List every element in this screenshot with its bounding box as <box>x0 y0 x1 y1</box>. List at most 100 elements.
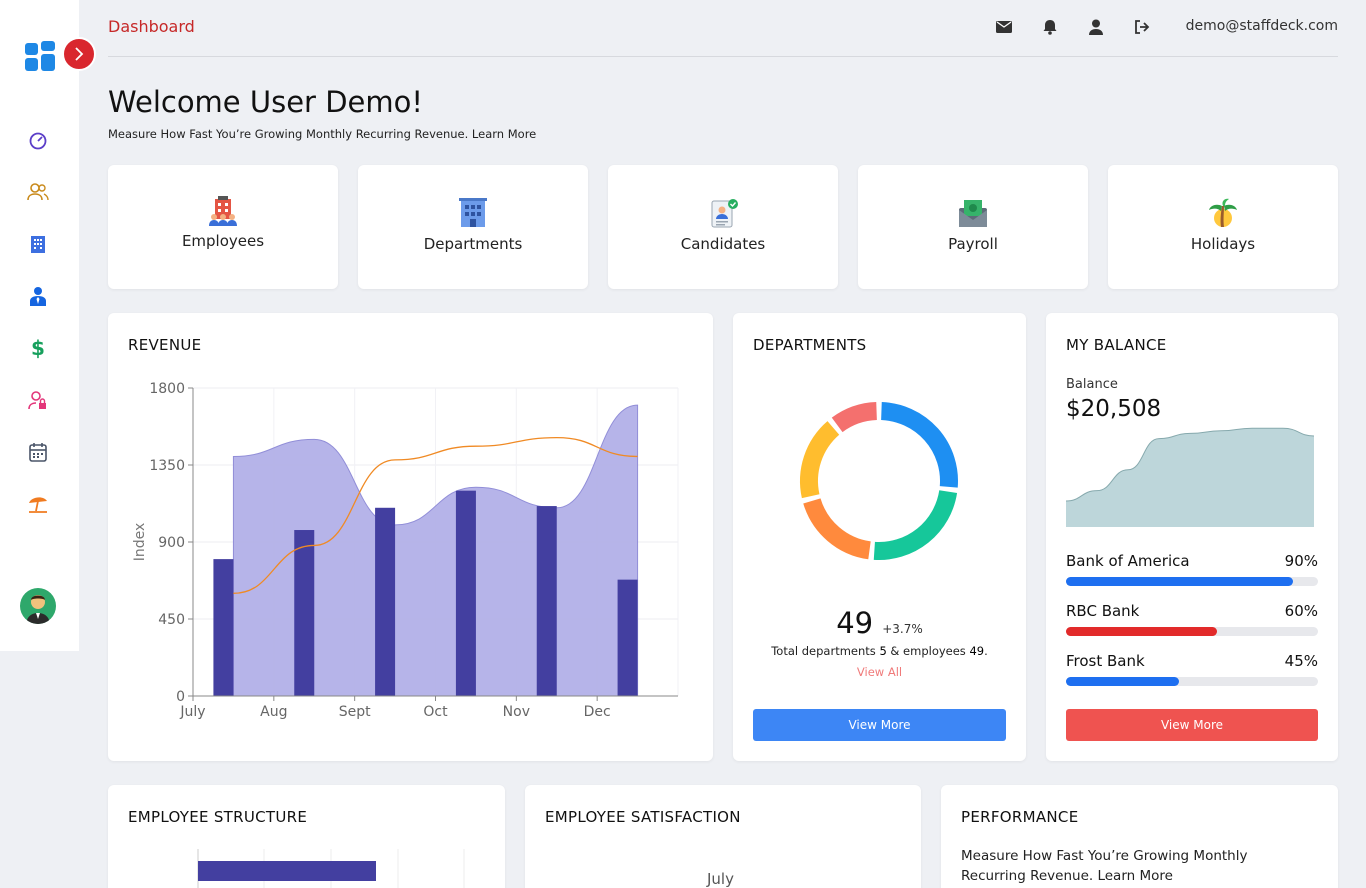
revenue-bar <box>213 559 234 696</box>
x-tick-label: July <box>179 704 205 720</box>
y-tick-label: 0 <box>176 689 185 705</box>
balance-area <box>1066 428 1314 527</box>
svg-text:$: $ <box>31 337 45 359</box>
dashboard-icon[interactable] <box>27 129 49 151</box>
satisfaction-month-label: July <box>707 870 734 888</box>
payroll-icon <box>958 198 988 228</box>
logo-icon[interactable] <box>25 41 55 71</box>
donut-slice <box>880 402 958 488</box>
card-title: DEPARTMENTS <box>753 336 867 354</box>
breadcrumb[interactable]: Dashboard <box>108 17 195 36</box>
balance-line <box>1065 427 1315 502</box>
card-title: PERFORMANCE <box>961 808 1079 826</box>
revenue-bar <box>617 579 638 696</box>
tile-label: Employees <box>181 232 265 250</box>
departments-card: DEPARTMENTS 49 +3.7% Total departments 5… <box>733 313 1026 761</box>
tile-departments[interactable]: Departments <box>358 165 588 289</box>
card-title: MY BALANCE <box>1066 336 1167 354</box>
tile-label: Payroll <box>948 235 998 253</box>
users-icon[interactable] <box>27 181 49 203</box>
revenue-bar <box>294 530 315 696</box>
departments-donut-chart <box>800 402 958 560</box>
balance-label: Balance <box>1066 377 1118 392</box>
card-title: EMPLOYEE SATISFACTION <box>545 808 741 826</box>
performance-card: PERFORMANCE Measure How Fast You’re Grow… <box>941 785 1338 888</box>
view-all-link[interactable]: View All <box>856 665 903 679</box>
donut-slice <box>803 498 872 560</box>
desc-text: . <box>984 644 988 658</box>
change-value: +3.7% <box>882 622 923 636</box>
bank-percent: 60% <box>1284 602 1318 620</box>
card-title: EMPLOYEE STRUCTURE <box>128 808 308 826</box>
welcome-subtitle: Measure How Fast You’re Growing Monthly … <box>108 127 537 141</box>
x-tick-label: Nov <box>503 704 530 720</box>
x-tick-label: Aug <box>260 704 287 720</box>
revenue-bar <box>455 490 476 696</box>
user-icon[interactable] <box>1087 18 1105 36</box>
y-tick-label: 450 <box>158 612 185 628</box>
structure-bar-chart <box>197 849 465 888</box>
desc-text: & employees <box>886 644 970 658</box>
sidebar-toggle-button[interactable] <box>62 37 96 71</box>
progress-track <box>1066 627 1318 636</box>
tile-label: Candidates <box>680 235 766 253</box>
y-tick-label: 1350 <box>149 458 185 474</box>
logout-icon[interactable] <box>1133 18 1151 36</box>
sidebar: $ <box>0 0 79 651</box>
tile-payroll[interactable]: Payroll <box>858 165 1088 289</box>
view-more-button[interactable]: View More <box>753 709 1006 741</box>
structure-bar <box>198 861 376 881</box>
balance-amount: $20,508 <box>1066 396 1162 422</box>
desc-text: Total departments <box>771 644 880 658</box>
donut-slice <box>800 421 840 499</box>
bell-icon[interactable] <box>1041 18 1059 36</box>
holidays-icon <box>1207 198 1237 228</box>
calendar-icon[interactable] <box>27 441 49 463</box>
line-series <box>233 436 638 594</box>
employee-structure-card: EMPLOYEE STRUCTURE <box>108 785 505 888</box>
performance-text: Measure How Fast You’re Growing Monthly … <box>961 848 1248 884</box>
departments-icon <box>459 198 489 228</box>
revenue-card: REVENUE 0 450 900 1350 1800 July Aug Sept Oct Nov… <box>108 313 713 761</box>
revenue-chart: 0 450 900 1350 1800 July Aug Sept Oct Nov Dec Index <box>132 381 679 720</box>
dept-count: 5 <box>879 644 887 658</box>
employees-icon <box>207 196 237 226</box>
y-axis-label: Index <box>132 523 148 562</box>
user-email[interactable]: demo@staffdeck.com <box>1185 18 1338 34</box>
bank-percent: 45% <box>1284 652 1318 670</box>
department-description: Total departments 5 & employees 49. <box>733 644 1026 658</box>
donut-slice <box>873 489 958 560</box>
building-icon[interactable] <box>27 233 49 255</box>
progress-fill <box>1066 677 1180 686</box>
tile-label: Departments <box>423 235 523 253</box>
progress-track <box>1066 677 1318 686</box>
beach-umbrella-icon[interactable] <box>27 493 49 515</box>
avatar[interactable] <box>20 588 56 624</box>
x-tick-label: Dec <box>584 704 611 720</box>
y-tick-label: 1800 <box>149 381 185 397</box>
card-title: REVENUE <box>128 336 202 354</box>
employee-count: 49 <box>969 644 985 658</box>
revenue-bar <box>375 507 396 696</box>
mail-icon[interactable] <box>995 18 1013 36</box>
area-series <box>232 404 639 697</box>
x-tick-label: Sept <box>339 704 371 720</box>
progress-track <box>1066 577 1318 586</box>
view-more-button[interactable]: View More <box>1066 709 1318 741</box>
balance-area-chart <box>1065 427 1315 527</box>
top-bar: Dashboard demo@staffdeck.com <box>108 0 1338 57</box>
bank-name: Bank of America <box>1066 552 1190 570</box>
tile-candidates[interactable]: Candidates <box>608 165 838 289</box>
bank-name: Frost Bank <box>1066 652 1145 670</box>
tile-holidays[interactable]: Holidays <box>1108 165 1338 289</box>
y-tick-label: 900 <box>158 535 185 551</box>
progress-fill <box>1066 577 1293 586</box>
welcome-title: Welcome User Demo! <box>108 85 423 119</box>
candidates-icon <box>709 198 739 228</box>
employee-icon[interactable] <box>27 285 49 307</box>
dollar-icon[interactable]: $ <box>27 337 49 359</box>
bank-name: RBC Bank <box>1066 602 1140 620</box>
department-total: 49 +3.7% <box>733 606 1026 640</box>
user-lock-icon[interactable] <box>27 389 49 411</box>
tile-employees[interactable]: Employees <box>108 165 338 289</box>
